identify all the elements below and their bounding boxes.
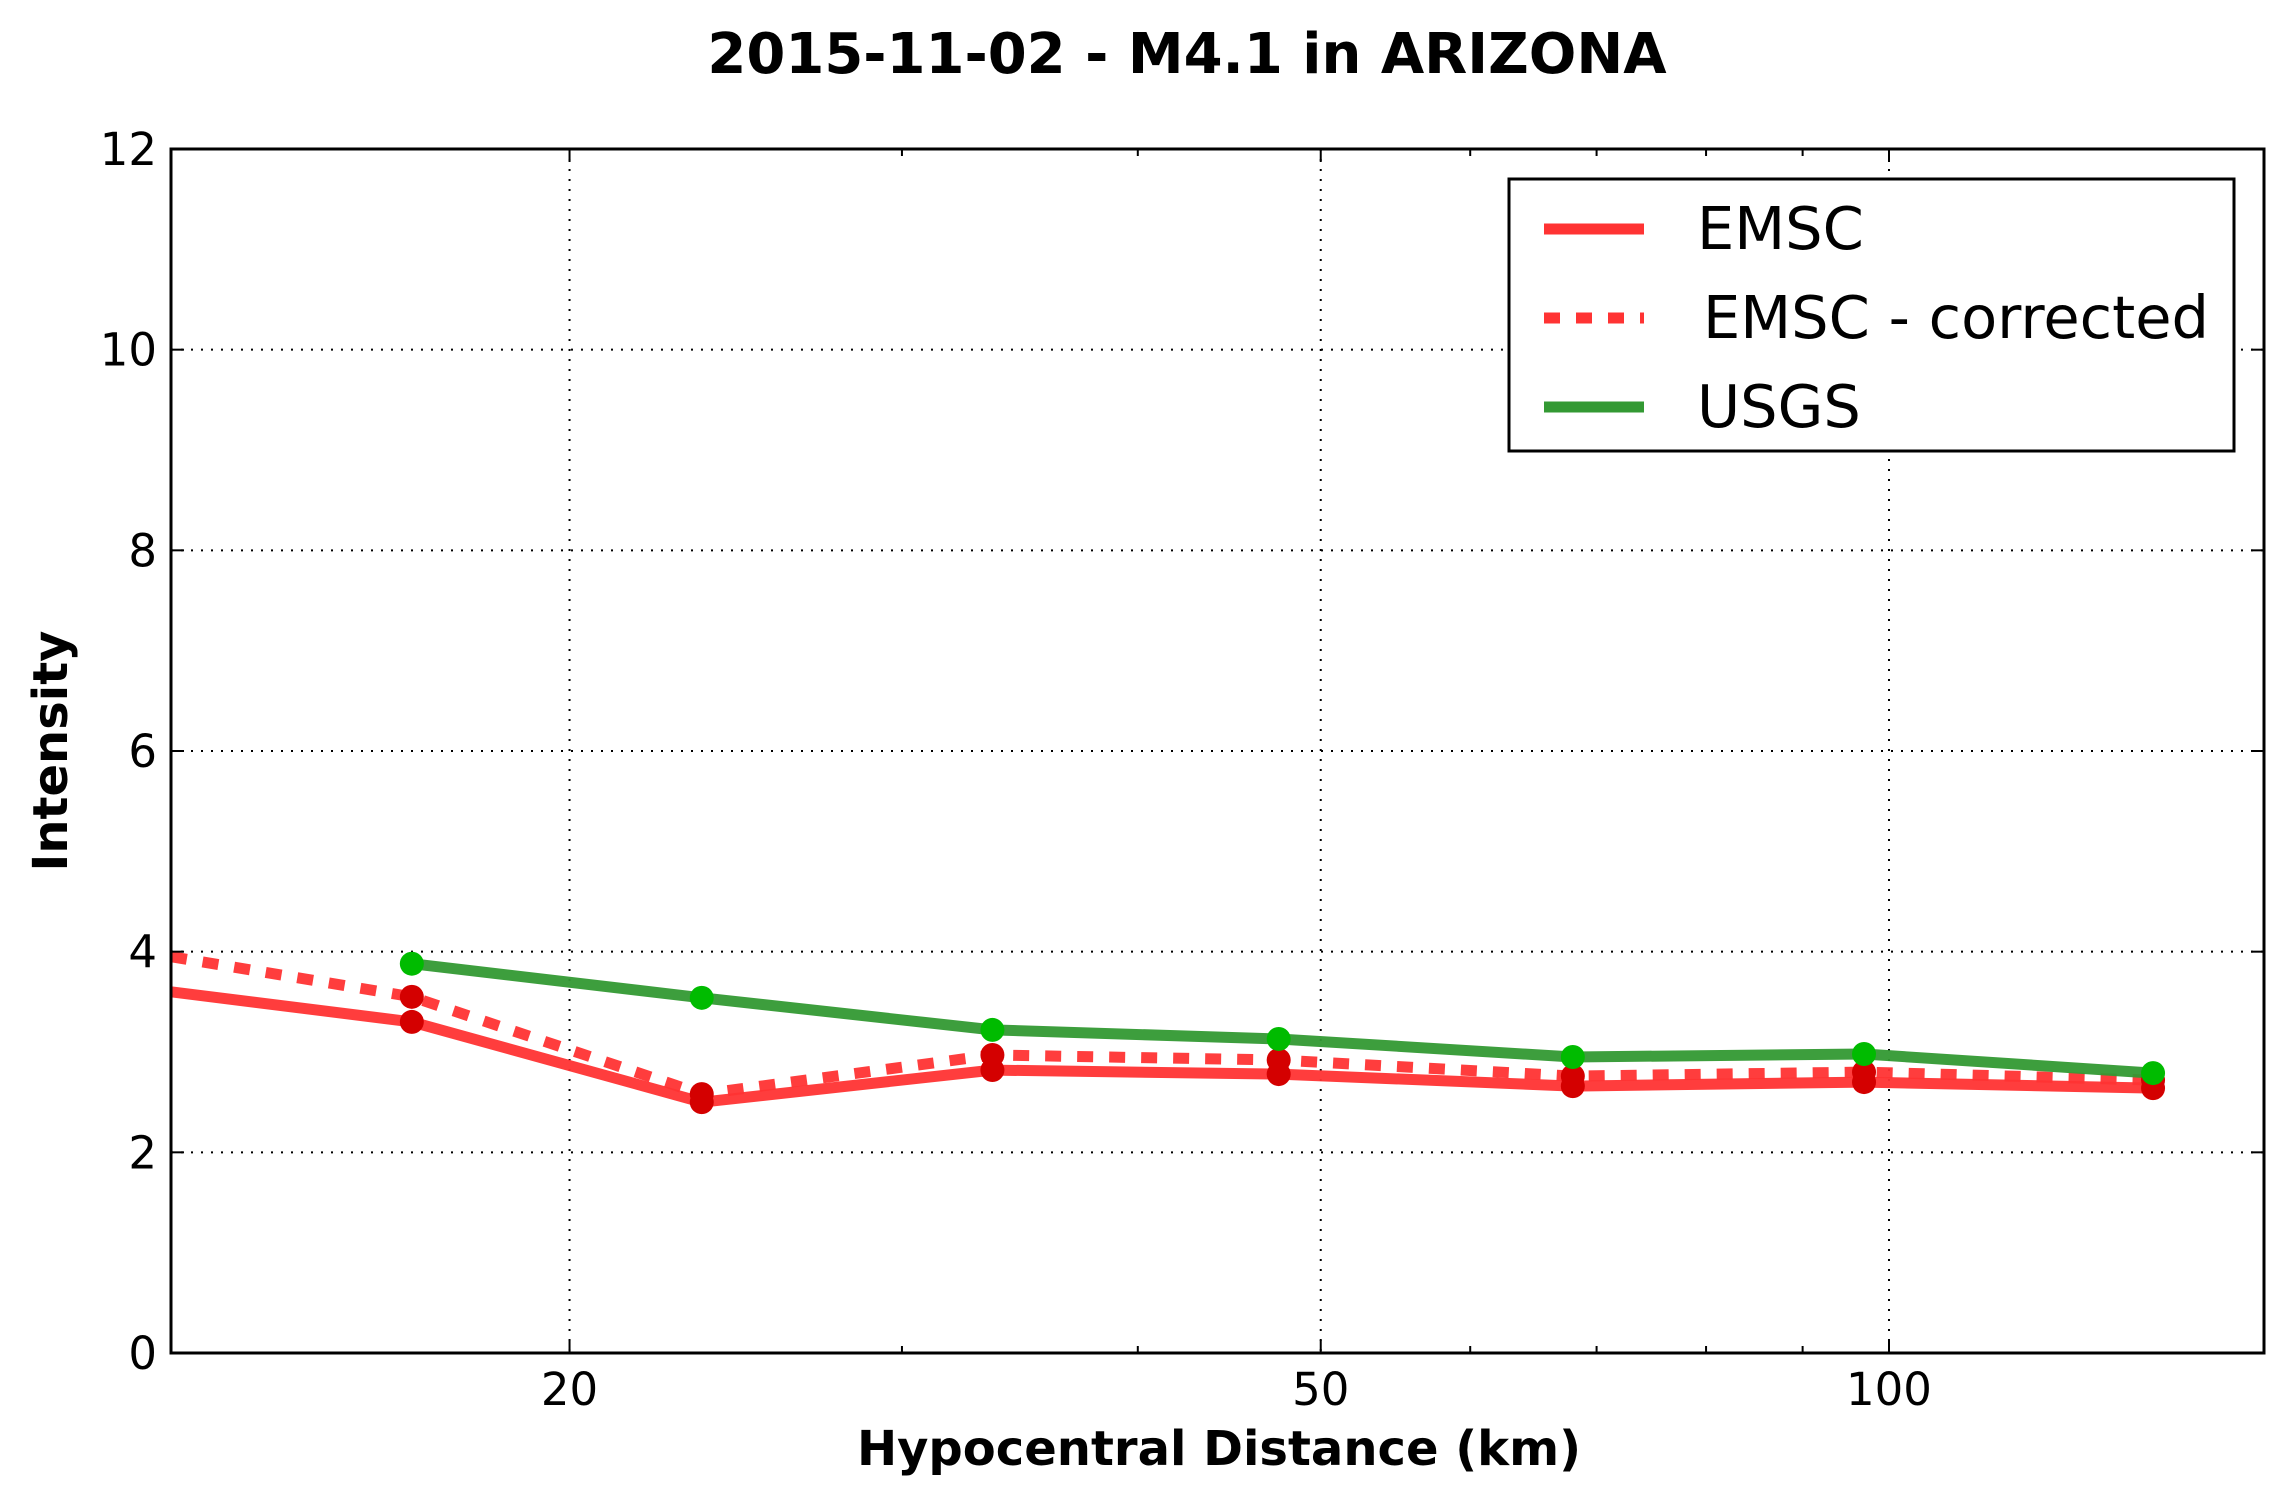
y-axis-label: Intensity — [23, 631, 79, 872]
x-tick-label: 100 — [1846, 1363, 1932, 1416]
legend-label-emsc-corrected: EMSC - corrected — [1703, 283, 2209, 352]
legend-label-emsc: EMSC — [1697, 194, 1864, 263]
y-tick-label: 0 — [128, 1327, 157, 1380]
series-line-0 — [170, 986, 2154, 1108]
data-point-s1-4 — [1560, 1064, 1585, 1089]
legend: EMSC EMSC - corrected USGS — [1507, 177, 2236, 453]
data-point-s1-5 — [1852, 1060, 1877, 1085]
data-point-s2-6 — [2141, 1061, 2166, 1086]
data-point-s2-3 — [1266, 1026, 1291, 1051]
y-tick-label: 12 — [100, 123, 157, 176]
data-point-s1-1 — [689, 1082, 714, 1107]
y-tick-label: 2 — [128, 1126, 157, 1179]
data-markers — [399, 951, 2166, 1115]
y-tick-label: 6 — [128, 725, 157, 778]
x-tick-label: 50 — [1292, 1363, 1349, 1416]
y-tick-label: 8 — [128, 524, 157, 577]
data-point-s1-2 — [980, 1043, 1005, 1068]
data-point-s0-0 — [399, 1009, 424, 1034]
x-tick-label: 20 — [541, 1363, 598, 1416]
x-axis-label: Hypocentral Distance (km) — [857, 1421, 1581, 1477]
data-point-s2-0 — [399, 951, 424, 976]
chart-title: 2015-11-02 - M4.1 in ARIZONA — [707, 22, 1667, 87]
data-point-s2-5 — [1852, 1042, 1877, 1067]
legend-label-usgs: USGS — [1697, 372, 1861, 441]
axis-ticks: 0 2 4 6 8 10 12 20 50 100 — [100, 123, 2264, 1416]
data-point-s2-1 — [689, 985, 714, 1010]
y-tick-label: 4 — [128, 926, 157, 979]
data-point-s2-4 — [1560, 1045, 1585, 1070]
y-tick-label: 10 — [100, 324, 157, 377]
data-point-s2-2 — [980, 1017, 1005, 1042]
series-line-1 — [170, 951, 2154, 1100]
data-point-s1-0 — [399, 984, 424, 1009]
data-point-s1-3 — [1266, 1048, 1291, 1073]
